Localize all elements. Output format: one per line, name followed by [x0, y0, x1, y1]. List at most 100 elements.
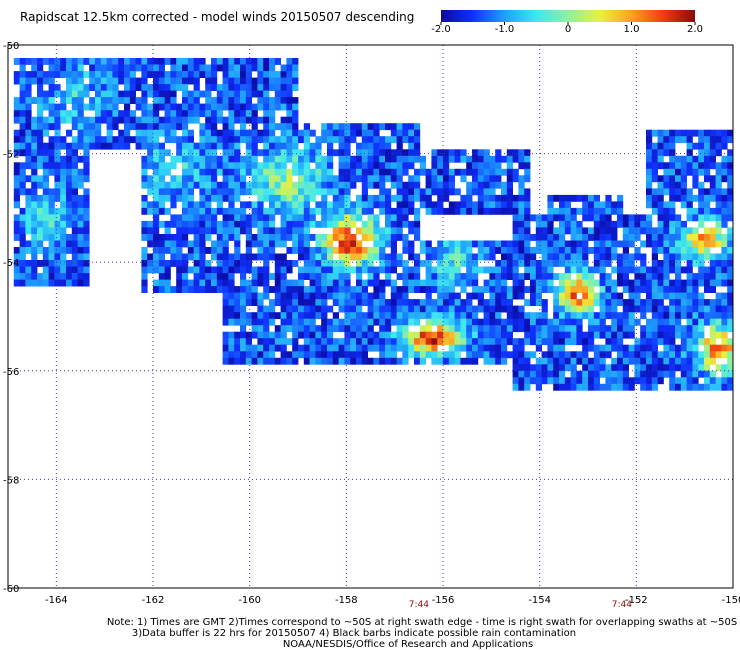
wind-cell	[524, 214, 531, 222]
wind-cell	[506, 312, 513, 320]
wind-cell	[13, 247, 20, 254]
wind-cell	[228, 357, 235, 365]
wind-cell	[559, 227, 566, 235]
wind-cell	[182, 201, 189, 209]
wind-cell	[176, 247, 183, 254]
wind-cell	[263, 175, 270, 183]
wind-cell	[327, 279, 334, 287]
wind-cell	[141, 273, 148, 280]
wind-cell	[524, 234, 531, 241]
wind-cell	[669, 162, 676, 170]
wind-cell	[640, 383, 647, 391]
wind-cell	[437, 240, 444, 248]
wind-cell	[541, 312, 548, 320]
wind-cell	[599, 253, 606, 261]
wind-cell	[396, 286, 403, 293]
wind-cell	[448, 344, 455, 352]
wind-cell	[704, 318, 711, 326]
wind-cell	[182, 71, 189, 78]
wind-cell	[182, 214, 189, 222]
wind-cell	[89, 84, 96, 91]
wind-cell	[646, 364, 653, 372]
wind-cell	[234, 351, 241, 359]
wind-cell	[379, 318, 386, 326]
wind-cell	[327, 260, 334, 267]
wind-cell	[327, 357, 334, 365]
wind-cell	[170, 103, 177, 111]
wind-cell	[431, 273, 438, 280]
wind-cell	[559, 325, 566, 333]
wind-cell	[164, 84, 171, 91]
wind-cell	[356, 299, 363, 306]
wind-cell	[60, 64, 67, 72]
wind-cell	[448, 292, 455, 300]
wind-cell	[570, 364, 577, 372]
wind-cell	[617, 312, 624, 320]
wind-cell	[414, 194, 421, 202]
wind-cell	[245, 77, 252, 85]
wind-cell	[245, 338, 252, 346]
wind-cell	[153, 247, 160, 254]
wind-cell	[495, 318, 502, 326]
wind-cell	[675, 357, 682, 365]
wind-cell	[222, 344, 229, 352]
wind-cell	[448, 338, 455, 346]
wind-cell	[350, 201, 357, 209]
wind-cell	[657, 351, 664, 359]
wind-cell	[570, 266, 577, 274]
wind-cell	[327, 331, 334, 339]
wind-cell	[367, 162, 374, 170]
wind-cell	[124, 103, 131, 111]
wind-cell	[454, 357, 461, 365]
wind-cell	[472, 201, 479, 209]
wind-cell	[199, 253, 206, 261]
wind-cell	[153, 58, 160, 65]
wind-cell	[466, 279, 473, 287]
colorbar-tick-label: -2.0	[431, 24, 451, 35]
wind-cell	[535, 234, 542, 241]
wind-cell	[385, 344, 392, 352]
wind-cell	[443, 351, 450, 359]
wind-cell	[704, 370, 711, 378]
wind-cell	[709, 253, 716, 261]
wind-cell	[530, 286, 537, 293]
wind-cell	[234, 136, 241, 144]
wind-cell	[350, 129, 357, 137]
wind-cell	[483, 175, 490, 183]
wind-cell	[466, 338, 473, 346]
wind-cell	[303, 357, 310, 365]
wind-cell	[199, 129, 206, 137]
wind-cell	[77, 175, 84, 183]
wind-cell	[170, 71, 177, 78]
wind-cell	[512, 325, 519, 333]
wind-cell	[240, 273, 247, 280]
wind-cell	[211, 266, 218, 274]
wind-cell	[298, 286, 305, 293]
wind-cell	[240, 64, 247, 72]
wind-cell	[245, 103, 252, 111]
wind-cell	[390, 247, 397, 254]
wind-cell	[315, 175, 322, 183]
wind-cell	[373, 129, 380, 137]
wind-cell	[611, 201, 618, 209]
wind-cell	[95, 123, 102, 131]
wind-cell	[489, 331, 496, 339]
wind-cell	[234, 260, 241, 267]
wind-cell	[640, 273, 647, 280]
wind-cell	[669, 266, 676, 274]
wind-cell	[570, 253, 577, 261]
wind-cell	[454, 168, 461, 176]
wind-cell	[593, 214, 600, 222]
wind-cell	[675, 312, 682, 320]
wind-cell	[37, 234, 44, 241]
wind-cell	[448, 299, 455, 306]
wind-cell	[332, 194, 339, 202]
wind-cell	[698, 357, 705, 365]
wind-cell	[715, 318, 722, 326]
wind-cell	[251, 344, 258, 352]
wind-cell	[431, 305, 438, 313]
wind-cell	[54, 260, 61, 267]
wind-cell	[158, 162, 165, 170]
wind-cell	[721, 240, 728, 248]
